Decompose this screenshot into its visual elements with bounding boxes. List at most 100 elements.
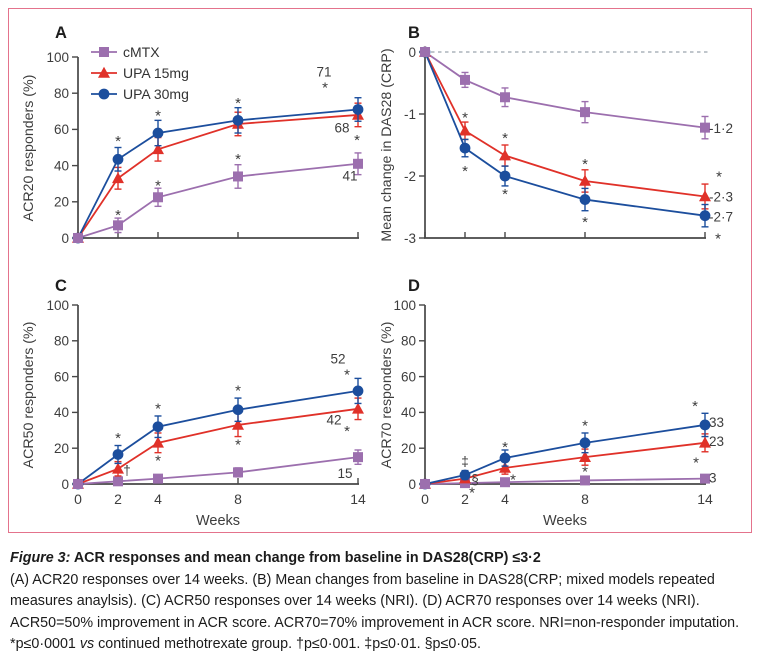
- svg-text:*: *: [462, 110, 468, 127]
- caption-body-text-1: (A) ACR20 responses over 14 weeks. (B) M…: [10, 571, 740, 653]
- figure-caption: Figure 3: ACR responses and mean change …: [10, 548, 752, 656]
- svg-text:40: 40: [54, 158, 69, 173]
- chart-legend: cMTX UPA 15mg UPA 30mg: [91, 44, 189, 102]
- svg-text:Weeks: Weeks: [196, 513, 240, 529]
- caption-vs-italic: vs: [79, 636, 95, 653]
- svg-text:80: 80: [54, 86, 69, 101]
- svg-text:*: *: [235, 383, 241, 400]
- svg-text:2: 2: [114, 491, 122, 507]
- figure-number-label: Figure 3:: [10, 550, 71, 566]
- svg-text:*: *: [155, 177, 161, 194]
- series-upa-30mg: [72, 97, 364, 244]
- svg-text:*: *: [693, 455, 699, 472]
- caption-title-text: ACR responses and mean change from basel…: [70, 550, 541, 566]
- svg-text:60: 60: [54, 122, 69, 137]
- svg-text:60: 60: [54, 369, 69, 384]
- svg-text:20: 20: [401, 441, 416, 456]
- svg-text:*: *: [510, 471, 516, 488]
- svg-text:*: *: [502, 186, 508, 203]
- svg-text:*: *: [462, 163, 468, 180]
- svg-text:2: 2: [461, 491, 469, 507]
- svg-text:D: D: [408, 277, 420, 295]
- svg-text:Weeks: Weeks: [543, 513, 587, 529]
- svg-text:42: 42: [326, 412, 341, 427]
- svg-text:8: 8: [581, 491, 589, 507]
- svg-text:*: *: [235, 95, 241, 112]
- caption-body-text-2: continued methotrexate group. †p≤0·001. …: [94, 636, 481, 653]
- svg-text:-2·7: -2·7: [709, 210, 733, 225]
- svg-text:40: 40: [401, 405, 416, 420]
- svg-text:*: *: [469, 485, 475, 502]
- svg-text:0: 0: [408, 45, 416, 60]
- svg-text:0: 0: [421, 491, 429, 507]
- svg-text:*: *: [582, 156, 588, 173]
- svg-text:*: *: [715, 231, 721, 248]
- svg-text:100: 100: [393, 298, 416, 313]
- panel-b-chart: 0 -1 -2 -3 * * * * * * * * -1·2 -2·3 -2·7 B Mean change …: [379, 24, 733, 248]
- svg-text:33: 33: [709, 415, 724, 430]
- svg-text:*: *: [235, 151, 241, 168]
- svg-text:B: B: [408, 24, 420, 42]
- svg-text:14: 14: [697, 491, 713, 507]
- svg-text:*: *: [502, 130, 508, 147]
- svg-text:*: *: [155, 401, 161, 418]
- svg-text:*: *: [155, 453, 161, 470]
- svg-text:*: *: [155, 108, 161, 125]
- svg-text:UPA 30mg: UPA 30mg: [123, 86, 189, 102]
- svg-text:C: C: [55, 277, 67, 295]
- svg-text:UPA 15mg: UPA 15mg: [123, 65, 189, 81]
- svg-text:15: 15: [337, 466, 352, 481]
- svg-text:A: A: [55, 24, 67, 42]
- svg-text:§: §: [471, 472, 479, 487]
- svg-text:-1: -1: [404, 107, 416, 122]
- svg-text:*: *: [582, 214, 588, 231]
- svg-text:0: 0: [408, 477, 416, 492]
- svg-text:52: 52: [330, 352, 345, 367]
- svg-text:4: 4: [154, 491, 162, 507]
- svg-text:40: 40: [54, 405, 69, 420]
- series-upa-15mg: [419, 45, 711, 210]
- svg-text:80: 80: [54, 334, 69, 349]
- series-upa-30mg: [419, 46, 711, 228]
- svg-text:ACR20 responders (%): ACR20 responders (%): [21, 75, 37, 222]
- svg-text:60: 60: [401, 369, 416, 384]
- svg-text:*: *: [582, 418, 588, 435]
- svg-text:*: *: [115, 207, 121, 224]
- svg-text:0: 0: [61, 477, 69, 492]
- svg-text:71: 71: [316, 64, 331, 79]
- svg-text:-3: -3: [404, 231, 416, 246]
- svg-text:4: 4: [501, 491, 509, 507]
- svg-text:80: 80: [401, 334, 416, 349]
- svg-text:Mean change in DAS28 (CRP): Mean change in DAS28 (CRP): [379, 48, 395, 241]
- series-upa-30mg: [419, 412, 711, 490]
- svg-text:*: *: [115, 133, 121, 150]
- caption-title: Figure 3: ACR responses and mean change …: [10, 548, 752, 570]
- svg-text:-1·2: -1·2: [709, 121, 733, 136]
- svg-text:*: *: [716, 169, 722, 186]
- caption-body: (A) ACR20 responses over 14 weeks. (B) M…: [10, 570, 752, 656]
- svg-text:*: *: [354, 132, 360, 149]
- svg-text:†: †: [123, 463, 131, 478]
- svg-text:20: 20: [54, 195, 69, 210]
- svg-text:*: *: [322, 80, 328, 97]
- svg-text:ACR70 responders (%): ACR70 responders (%): [379, 322, 395, 469]
- svg-text:20: 20: [54, 441, 69, 456]
- svg-text:0: 0: [61, 231, 69, 246]
- svg-text:*: *: [582, 463, 588, 480]
- series-cmtx: [73, 152, 363, 243]
- svg-text:*: *: [344, 423, 350, 440]
- svg-text:*: *: [344, 367, 350, 384]
- svg-text:68: 68: [334, 120, 349, 135]
- svg-text:-2: -2: [404, 169, 416, 184]
- svg-text:100: 100: [46, 298, 69, 313]
- svg-text:‡: ‡: [461, 454, 469, 469]
- svg-text:ACR50 responders (%): ACR50 responders (%): [21, 322, 37, 469]
- series-cmtx: [420, 47, 710, 140]
- svg-text:*: *: [502, 439, 508, 456]
- svg-text:-2·3: -2·3: [709, 189, 733, 204]
- svg-text:*: *: [115, 430, 121, 447]
